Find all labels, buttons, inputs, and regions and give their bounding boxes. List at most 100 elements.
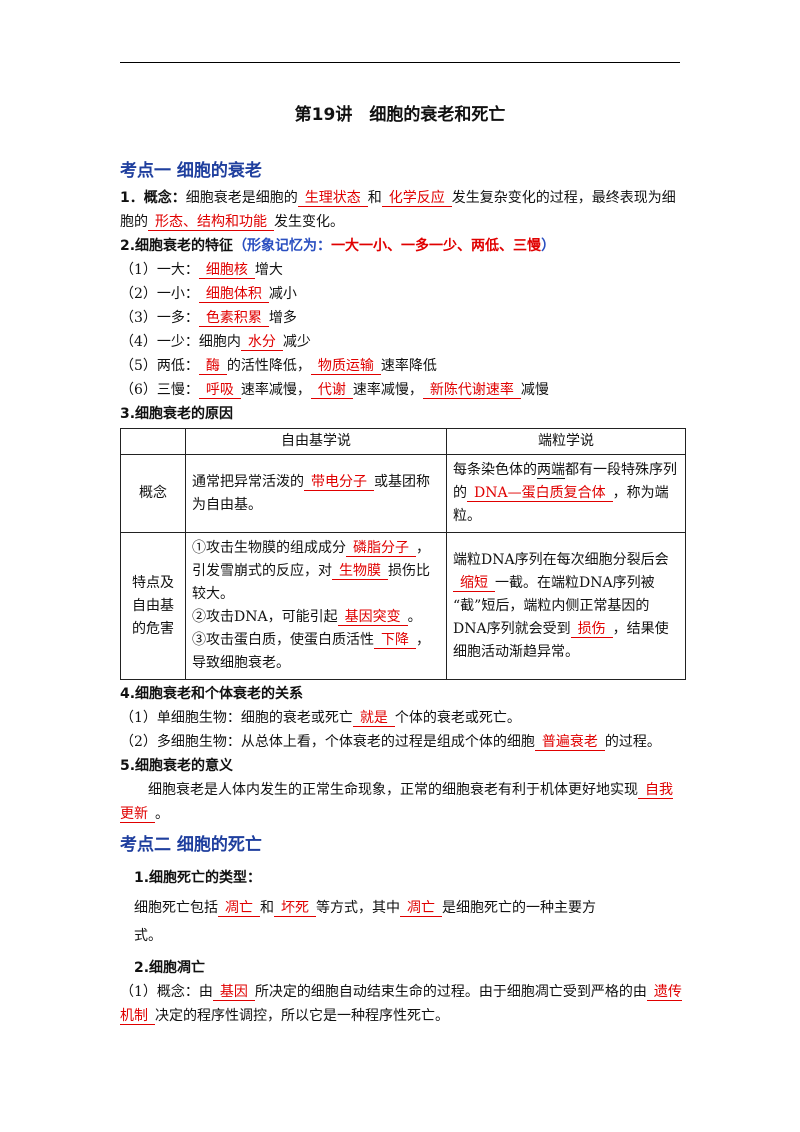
text-run: 减少 [282,334,311,350]
text-run: 减小 [268,286,297,302]
text-run: 1.细胞死亡的类型： [134,870,262,886]
answer-blank: 基因突变 [337,609,408,626]
text-run: 和 [367,190,382,206]
table-row: 概念 通常把异常活泼的 带电分子 或基团称为自由基。 每条染色体的两端都有一段特殊序列的… [120,454,686,533]
text-run: （6）三慢： [120,382,199,398]
table-cell: 通常把异常活泼的 带电分子 或基团称为自由基。 [185,454,447,533]
cell-line: ①攻击生物膜的组成成分 磷脂分子 ，引发雪崩式的反应，对 生物膜 损伤比较大。 [192,537,440,606]
row-label: 概念 [120,454,186,533]
paragraph: 5.细胞衰老的意义 [120,754,684,778]
answer-blank: 细胞核 [198,262,255,279]
text-run: （3）一多： [120,310,199,326]
paragraph: （2）多细胞生物：从总体上看，个体衰老的过程是组成个体的细胞 普遍衰老 的过程。 [120,730,684,754]
section-heading: 考点一 细胞的衰老 [120,156,684,186]
table-header-cell: 自由基学说 [185,428,447,455]
text-run: 两端 [537,462,565,479]
text-run: 增大 [254,262,283,278]
answer-blank: 缩短 [453,574,495,592]
text-run: ，称为端粒。 [453,485,669,524]
text-run: 一截。在端粒DNA序列被“截”短后，端粒内侧正常基因的DNA序列就会受到 [453,574,655,637]
text-run: 所决定的细胞自动结束生命的过程。由于细胞凋亡受到严格的由 [254,984,647,1000]
text-run: 3.细胞衰老的原因 [120,406,234,422]
table-cell: 端粒DNA序列在每次细胞分裂后会缩短 一截。在端粒DNA序列被“截”短后，端粒内侧… [446,532,686,680]
answer-blank: 酶 [198,358,227,375]
table-cell: 每条染色体的两端都有一段特殊序列的 DNA—蛋白质复合体 ，称为端粒。 [446,454,686,533]
answer-blank: 凋亡 [218,900,260,917]
answer-blank: 呼吸 [198,382,241,399]
text-run: 等方式，其中 [316,900,400,916]
text-run: ，导致细胞衰老。 [192,632,430,671]
answer-blank: 代谢 [310,382,353,399]
text-run: （2）一小： [120,286,199,302]
answer-blank: 形态、结构和功能 [148,214,274,231]
table: 自由基学说 端粒学说 概念 通常把异常活泼的 带电分子 或基团称为自由基。 每条染色体的两端… [120,428,686,680]
paragraph: 1.细胞死亡的类型： [120,866,684,890]
text-run: 或基团称为自由基。 [192,473,430,513]
text-run: 都有一段特殊序列的 [453,462,677,501]
answer-blank: 坏死 [274,900,316,917]
text-run: ②攻击DNA，可能引起 [192,609,338,625]
text-run: 的活性降低， [226,358,311,374]
text-run: （1）单细胞生物：细胞的衰老或死亡 [120,710,353,726]
text-run: （1）概念：由 [120,984,213,1000]
answer-blank: DNA—蛋白质复合体 [467,485,613,502]
paragraph: 2.细胞衰老的特征（形象记忆为：一大一小、一多一少、两低、三慢） [120,234,684,258]
text-run: ） [541,238,556,254]
text-run: 1．概念： [120,190,186,206]
answer-blank: 凋亡 [400,900,442,917]
text-run: ，引发雪崩式的反应，对 [192,540,430,579]
paragraph: （2）一小： 细胞体积 减小 [120,282,684,306]
text-run: 通常把异常活泼的 [192,473,304,490]
paragraph: （1）一大： 细胞核 增大 [120,258,684,282]
cell-line: ③攻击蛋白质，使蛋白质活性 下降 ，导致细胞衰老。 [192,629,440,675]
paragraph: 3.细胞衰老的原因 [120,402,684,426]
paragraph: 4.细胞衰老和个体衰老的关系 [120,682,684,706]
text-run: （形象记忆为： [233,238,332,254]
answer-blank: 带电分子 [304,473,374,491]
paragraph: （1）概念：由 基因 所决定的细胞自动结束生命的过程。由于细胞凋亡受到严格的由 遗传机… [120,980,684,1028]
answer-blank: 磷脂分子 [346,540,416,557]
answer-blank: 自我更新 [120,782,673,823]
paragraph: （5）两低：酶的活性降低， 物质运输 速率降低 [120,354,684,378]
text-run: （2）多细胞生物：从总体上看，个体衰老的过程是组成个体的细胞 [120,734,535,750]
text-run: 。 [407,609,422,625]
text-run: 考点一 细胞的衰老 [120,161,262,181]
answer-blank: 物质运输 [310,358,381,375]
answer-blank: 色素积累 [198,310,269,327]
text-run: 2.细胞凋亡 [134,960,206,976]
text-run: 2.细胞衰老的特征 [120,238,234,254]
cell-line: ②攻击DNA，可能引起 基因突变。 [192,606,440,629]
text-run: 速率减慢， [352,382,423,398]
answer-blank: 普遍衰老 [534,734,605,751]
answer-blank: 基因 [212,984,255,1001]
text-run: 一大一小、一多一少、两低、三慢 [331,238,542,254]
top-rule [120,62,680,63]
row-label: 特点及自由基的危害 [120,532,186,680]
paragraph: 细胞死亡包括 凋亡和坏死 等方式，其中 凋亡 是细胞死亡的一种主要方式。 [120,894,604,950]
text-run: 。 [155,806,169,822]
text-run: 端粒DNA序列在每次细胞分裂后会 [453,551,669,568]
table-header-cell [120,428,186,455]
answer-blank: 下降 [374,632,416,649]
table-cell: ①攻击生物膜的组成成分 磷脂分子 ，引发雪崩式的反应，对 生物膜 损伤比较大。 ②攻击DN… [185,532,447,680]
table-row: 特点及自由基的危害 ①攻击生物膜的组成成分 磷脂分子 ，引发雪崩式的反应，对 生物膜 损伤… [120,532,686,680]
answer-blank: 化学反应 [381,190,452,207]
answer-blank: 生理状态 [297,190,368,207]
text-run: 考点二 细胞的死亡 [120,835,262,855]
paragraph: （6）三慢： 呼吸 速率减慢， 代谢 速率减慢， 新陈代谢速率 减慢 [120,378,684,402]
paragraph: 1．概念：细胞衰老是细胞的 生理状态和化学反应 发生复杂变化的过程，最终表现为细胞的… [120,186,684,234]
text-run: 损伤比较大。 [192,563,430,602]
paragraph: 2.细胞凋亡 [120,956,684,980]
text-run: 和 [260,900,274,916]
text-run: 5.细胞衰老的意义 [120,758,234,774]
text-run: 决定的程序性调控，所以它是一种程序性死亡。 [155,1008,449,1024]
paragraph: （3）一多： 色素积累 增多 [120,306,684,330]
text-run: ①攻击生物膜的组成成分 [192,540,346,556]
table-header-row: 自由基学说 端粒学说 [120,428,686,455]
text-run: 发生变化。 [274,214,344,230]
text-run: （1）一大： [120,262,199,278]
page-title: 第19讲 细胞的衰老和死亡 [294,105,506,125]
text-run: 每条染色体的 [453,462,537,478]
section-heading: 考点二 细胞的死亡 [120,830,684,860]
